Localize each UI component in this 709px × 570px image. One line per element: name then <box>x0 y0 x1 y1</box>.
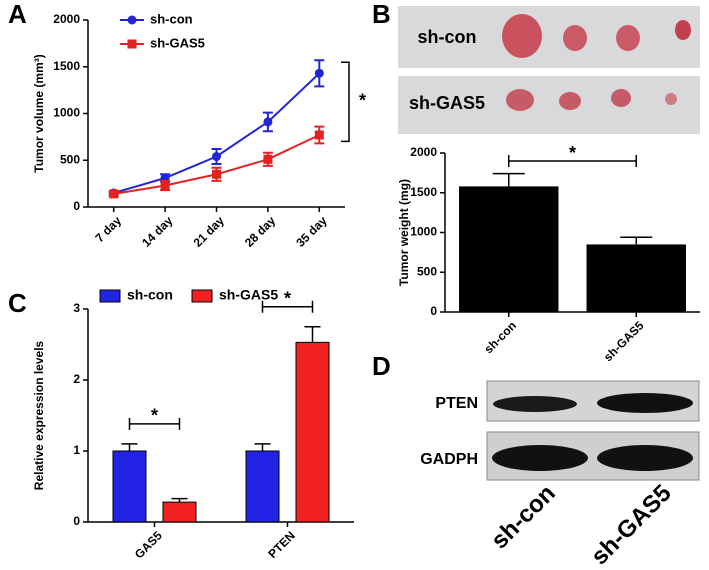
legend-swatch <box>191 289 213 303</box>
bar <box>459 186 559 312</box>
legend-label: sh-GAS5 <box>219 287 278 303</box>
y-axis-label: Tumor volume (mm³) <box>32 54 46 172</box>
panel-label: D <box>372 351 391 381</box>
point <box>314 68 324 78</box>
legend-label: sh-GAS5 <box>150 35 205 50</box>
blot-lane-label: sh-con <box>486 480 561 555</box>
significance-bracket <box>128 417 181 430</box>
y-tick-label: 500 <box>417 264 437 278</box>
bar <box>245 450 280 523</box>
x-tick-label: 7 day <box>92 213 124 245</box>
blot-lane-label: sh-GAS5 <box>586 480 677 570</box>
x-tick-label: 28 day <box>242 213 279 250</box>
x-tick-label: sh-con <box>481 318 519 356</box>
blot-band-label: GADPH <box>420 451 478 468</box>
significance-bracket <box>508 155 637 167</box>
y-tick-label: 500 <box>60 152 80 166</box>
y-tick-label: 0 <box>430 304 437 318</box>
error-bar <box>171 497 188 503</box>
point <box>212 152 221 162</box>
bar <box>295 341 330 523</box>
significance-label: * <box>284 289 291 309</box>
legend-label: sh-con <box>150 11 193 26</box>
x-tick-label: 21 day <box>191 213 228 250</box>
y-tick-label: 2 <box>73 372 80 386</box>
x-tick-label: 14 day <box>139 213 176 250</box>
point <box>160 180 170 190</box>
point <box>263 117 273 127</box>
significance-label: * <box>359 91 366 111</box>
panel-label: B <box>372 0 391 29</box>
y-tick-label: 0 <box>73 514 80 528</box>
blot-band-label: PTEN <box>435 395 478 412</box>
point <box>109 189 119 199</box>
y-axis-label: Tumor weight (mg) <box>397 179 411 286</box>
photo-label: sh-con <box>417 27 476 47</box>
significance-bracket <box>341 61 350 143</box>
y-tick-label: 0 <box>73 199 80 213</box>
error-bar <box>620 236 653 245</box>
x-tick-label: sh-GAS5 <box>601 318 647 364</box>
photo-row <box>398 6 700 68</box>
error-bar <box>121 443 138 451</box>
legend-marker <box>127 15 137 25</box>
error-bar <box>254 443 271 451</box>
bar <box>586 244 686 312</box>
y-tick-label: 2000 <box>410 145 437 159</box>
error-bar <box>304 326 321 343</box>
y-tick-label: 1500 <box>410 185 437 199</box>
y-tick-label: 1500 <box>53 59 80 73</box>
bar <box>162 501 197 523</box>
y-tick-label: 1 <box>73 443 80 457</box>
point <box>212 169 221 179</box>
significance-label: * <box>151 406 158 426</box>
point <box>263 154 273 164</box>
significance-bracket <box>261 300 314 313</box>
panel-label: A <box>8 0 27 29</box>
legend-swatch <box>99 289 121 303</box>
y-tick-label: 2000 <box>53 12 80 26</box>
photo-label: sh-GAS5 <box>409 93 485 113</box>
significance-label: * <box>569 143 576 163</box>
legend-label: sh-con <box>127 287 173 303</box>
bar <box>112 450 147 523</box>
y-tick-label: 1000 <box>53 106 80 120</box>
error-bar <box>492 172 525 187</box>
y-tick-label: 1000 <box>410 225 437 239</box>
y-axis-label: Relative expression levels <box>32 340 46 490</box>
blot-bands <box>492 393 693 471</box>
photo-row <box>398 76 700 134</box>
point <box>314 130 324 140</box>
tumors <box>502 14 691 111</box>
panel-label: C <box>8 288 27 318</box>
x-tick-label: 35 day <box>293 213 330 250</box>
legend-marker <box>127 39 137 49</box>
x-tick-label: PTEN <box>265 528 298 561</box>
x-tick-label: GAS5 <box>132 528 165 561</box>
y-tick-label: 3 <box>73 301 80 315</box>
